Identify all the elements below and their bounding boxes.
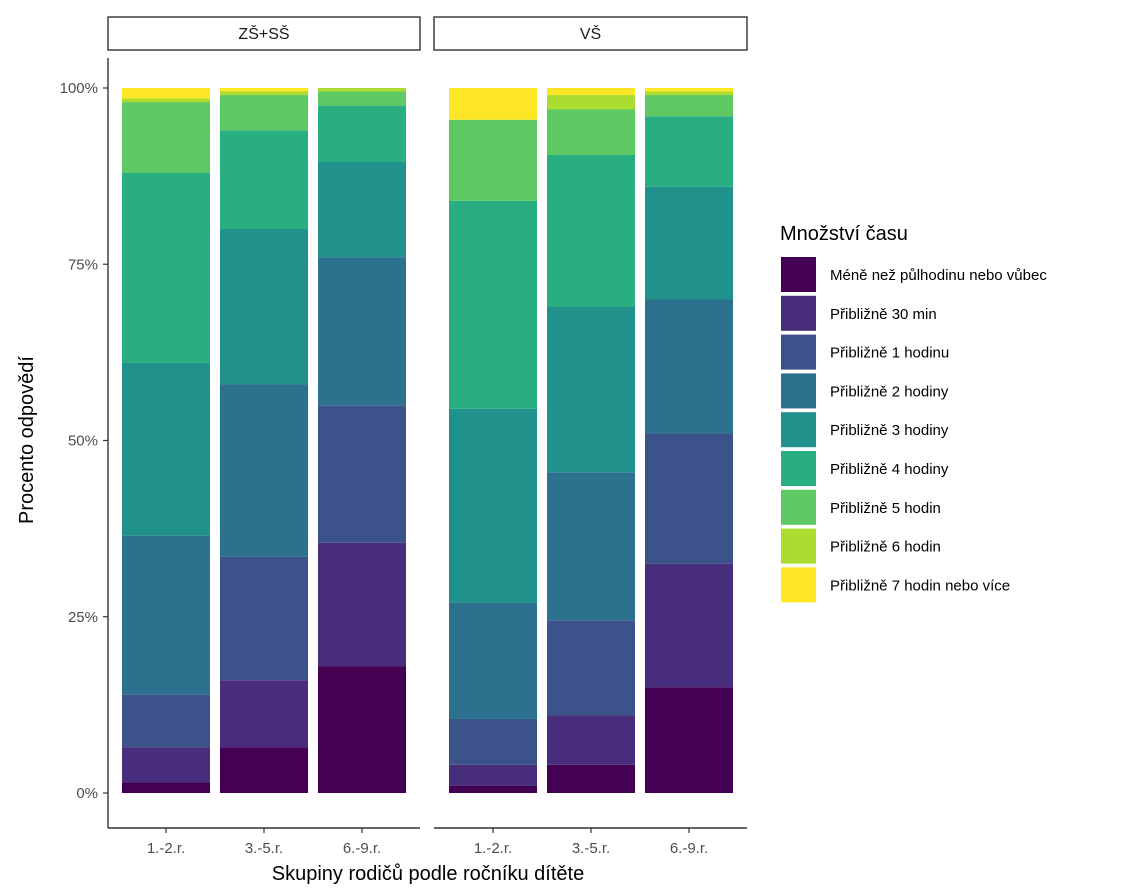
bar-segment: [220, 229, 308, 385]
bar-segment: [547, 472, 635, 621]
bar-segment: [449, 200, 537, 409]
bar-segment: [318, 257, 406, 406]
bar-segment: [318, 666, 406, 793]
bar-segment: [122, 694, 210, 748]
bar-segment: [547, 109, 635, 155]
y-tick-label: 100%: [60, 80, 98, 97]
bar-segment: [449, 88, 537, 120]
legend-swatch: [781, 451, 816, 486]
x-tick-label: 3.-5.r.: [572, 840, 610, 857]
bar-segment: [122, 172, 210, 363]
legend-entry-label: Méně než půlhodinu nebo vůbec: [830, 267, 1047, 284]
facet-strip-label: ZŠ+SŠ: [238, 24, 289, 43]
bar-segment: [220, 88, 308, 92]
bar-segment: [318, 88, 406, 92]
legend-entry-label: Přibližně 30 min: [830, 306, 937, 323]
bar-segment: [220, 95, 308, 131]
x-tick-label: 1.-2.r.: [474, 840, 512, 857]
bar-segment: [122, 98, 210, 103]
y-tick-label: 0%: [76, 785, 98, 802]
bar-segment: [220, 384, 308, 557]
bar-segment: [122, 88, 210, 99]
bar-segment: [449, 408, 537, 603]
legend-swatch: [781, 412, 816, 448]
y-tick-label: 50%: [68, 433, 98, 450]
bar-segment: [547, 306, 635, 473]
bar-segment: [122, 782, 210, 793]
bar-segment: [318, 162, 406, 258]
legend-entry-label: Přibližně 3 hodiny: [830, 422, 949, 439]
legend-swatch: [781, 334, 816, 370]
legend-swatch: [781, 295, 816, 331]
bar-segment: [645, 433, 733, 564]
bar-segment: [449, 718, 537, 765]
x-tick-label: 6.-9.r.: [670, 840, 708, 857]
facet-strip: [107, 16, 421, 51]
bar-segment: [122, 362, 210, 536]
legend-swatch: [781, 489, 816, 525]
bar-segment: [318, 405, 406, 543]
facet-strip-label: VŠ: [580, 24, 601, 43]
bar-segment: [547, 88, 635, 96]
bar-segment: [645, 88, 733, 92]
bar-segment: [645, 299, 733, 434]
bar-segment: [547, 620, 635, 716]
y-tick-label: 25%: [68, 609, 98, 626]
bar-segment: [645, 687, 733, 793]
bar-segment: [449, 785, 537, 793]
bar-segment: [547, 715, 635, 765]
bar-segment: [318, 542, 406, 667]
bar-segment: [547, 95, 635, 110]
bar-segment: [220, 680, 308, 748]
legend-swatch: [781, 528, 816, 564]
bar-segment: [122, 102, 210, 173]
bar-segment: [645, 95, 733, 117]
legend-entry-label: Přibližně 6 hodin: [830, 539, 941, 556]
x-tick-label: 3.-5.r.: [245, 840, 283, 857]
bar-segment: [449, 764, 537, 786]
bar-segment: [220, 130, 308, 229]
legend-entry-label: Přibližně 7 hodin nebo více: [830, 577, 1010, 594]
legend-swatch: [781, 567, 816, 603]
bar-segment: [220, 91, 308, 96]
bar-segment: [645, 186, 733, 300]
bar-segment: [547, 154, 635, 307]
bar-segment: [645, 116, 733, 187]
bar-segment: [645, 91, 733, 96]
bar-segment: [449, 602, 537, 719]
bar-segment: [449, 119, 537, 201]
x-tick-label: 6.-9.r.: [343, 840, 381, 857]
legend-entry-label: Přibližně 2 hodiny: [830, 383, 949, 400]
legend-swatch: [781, 257, 816, 292]
x-axis-title: Skupiny rodičů podle ročníku dítěte: [272, 863, 584, 885]
bar-segment: [547, 764, 635, 793]
bar-segment: [318, 91, 406, 106]
legend-swatch: [781, 373, 816, 409]
legend-entry-label: Přibližně 5 hodin: [830, 500, 941, 517]
bar-segment: [318, 105, 406, 163]
bar-segment: [220, 747, 308, 793]
bar-segment: [122, 535, 210, 695]
x-tick-label: 1.-2.r.: [147, 840, 185, 857]
facet-strip: [433, 16, 748, 51]
bar-segment: [122, 747, 210, 783]
bar-segment: [220, 556, 308, 681]
legend-title: Množství času: [780, 223, 908, 245]
y-axis-title: Procento odpovědí: [16, 356, 38, 524]
legend-entry-label: Přibližně 4 hodiny: [830, 461, 949, 478]
y-tick-label: 75%: [68, 256, 98, 273]
legend-entry-label: Přibližně 1 hodinu: [830, 345, 949, 362]
bar-segment: [645, 563, 733, 688]
